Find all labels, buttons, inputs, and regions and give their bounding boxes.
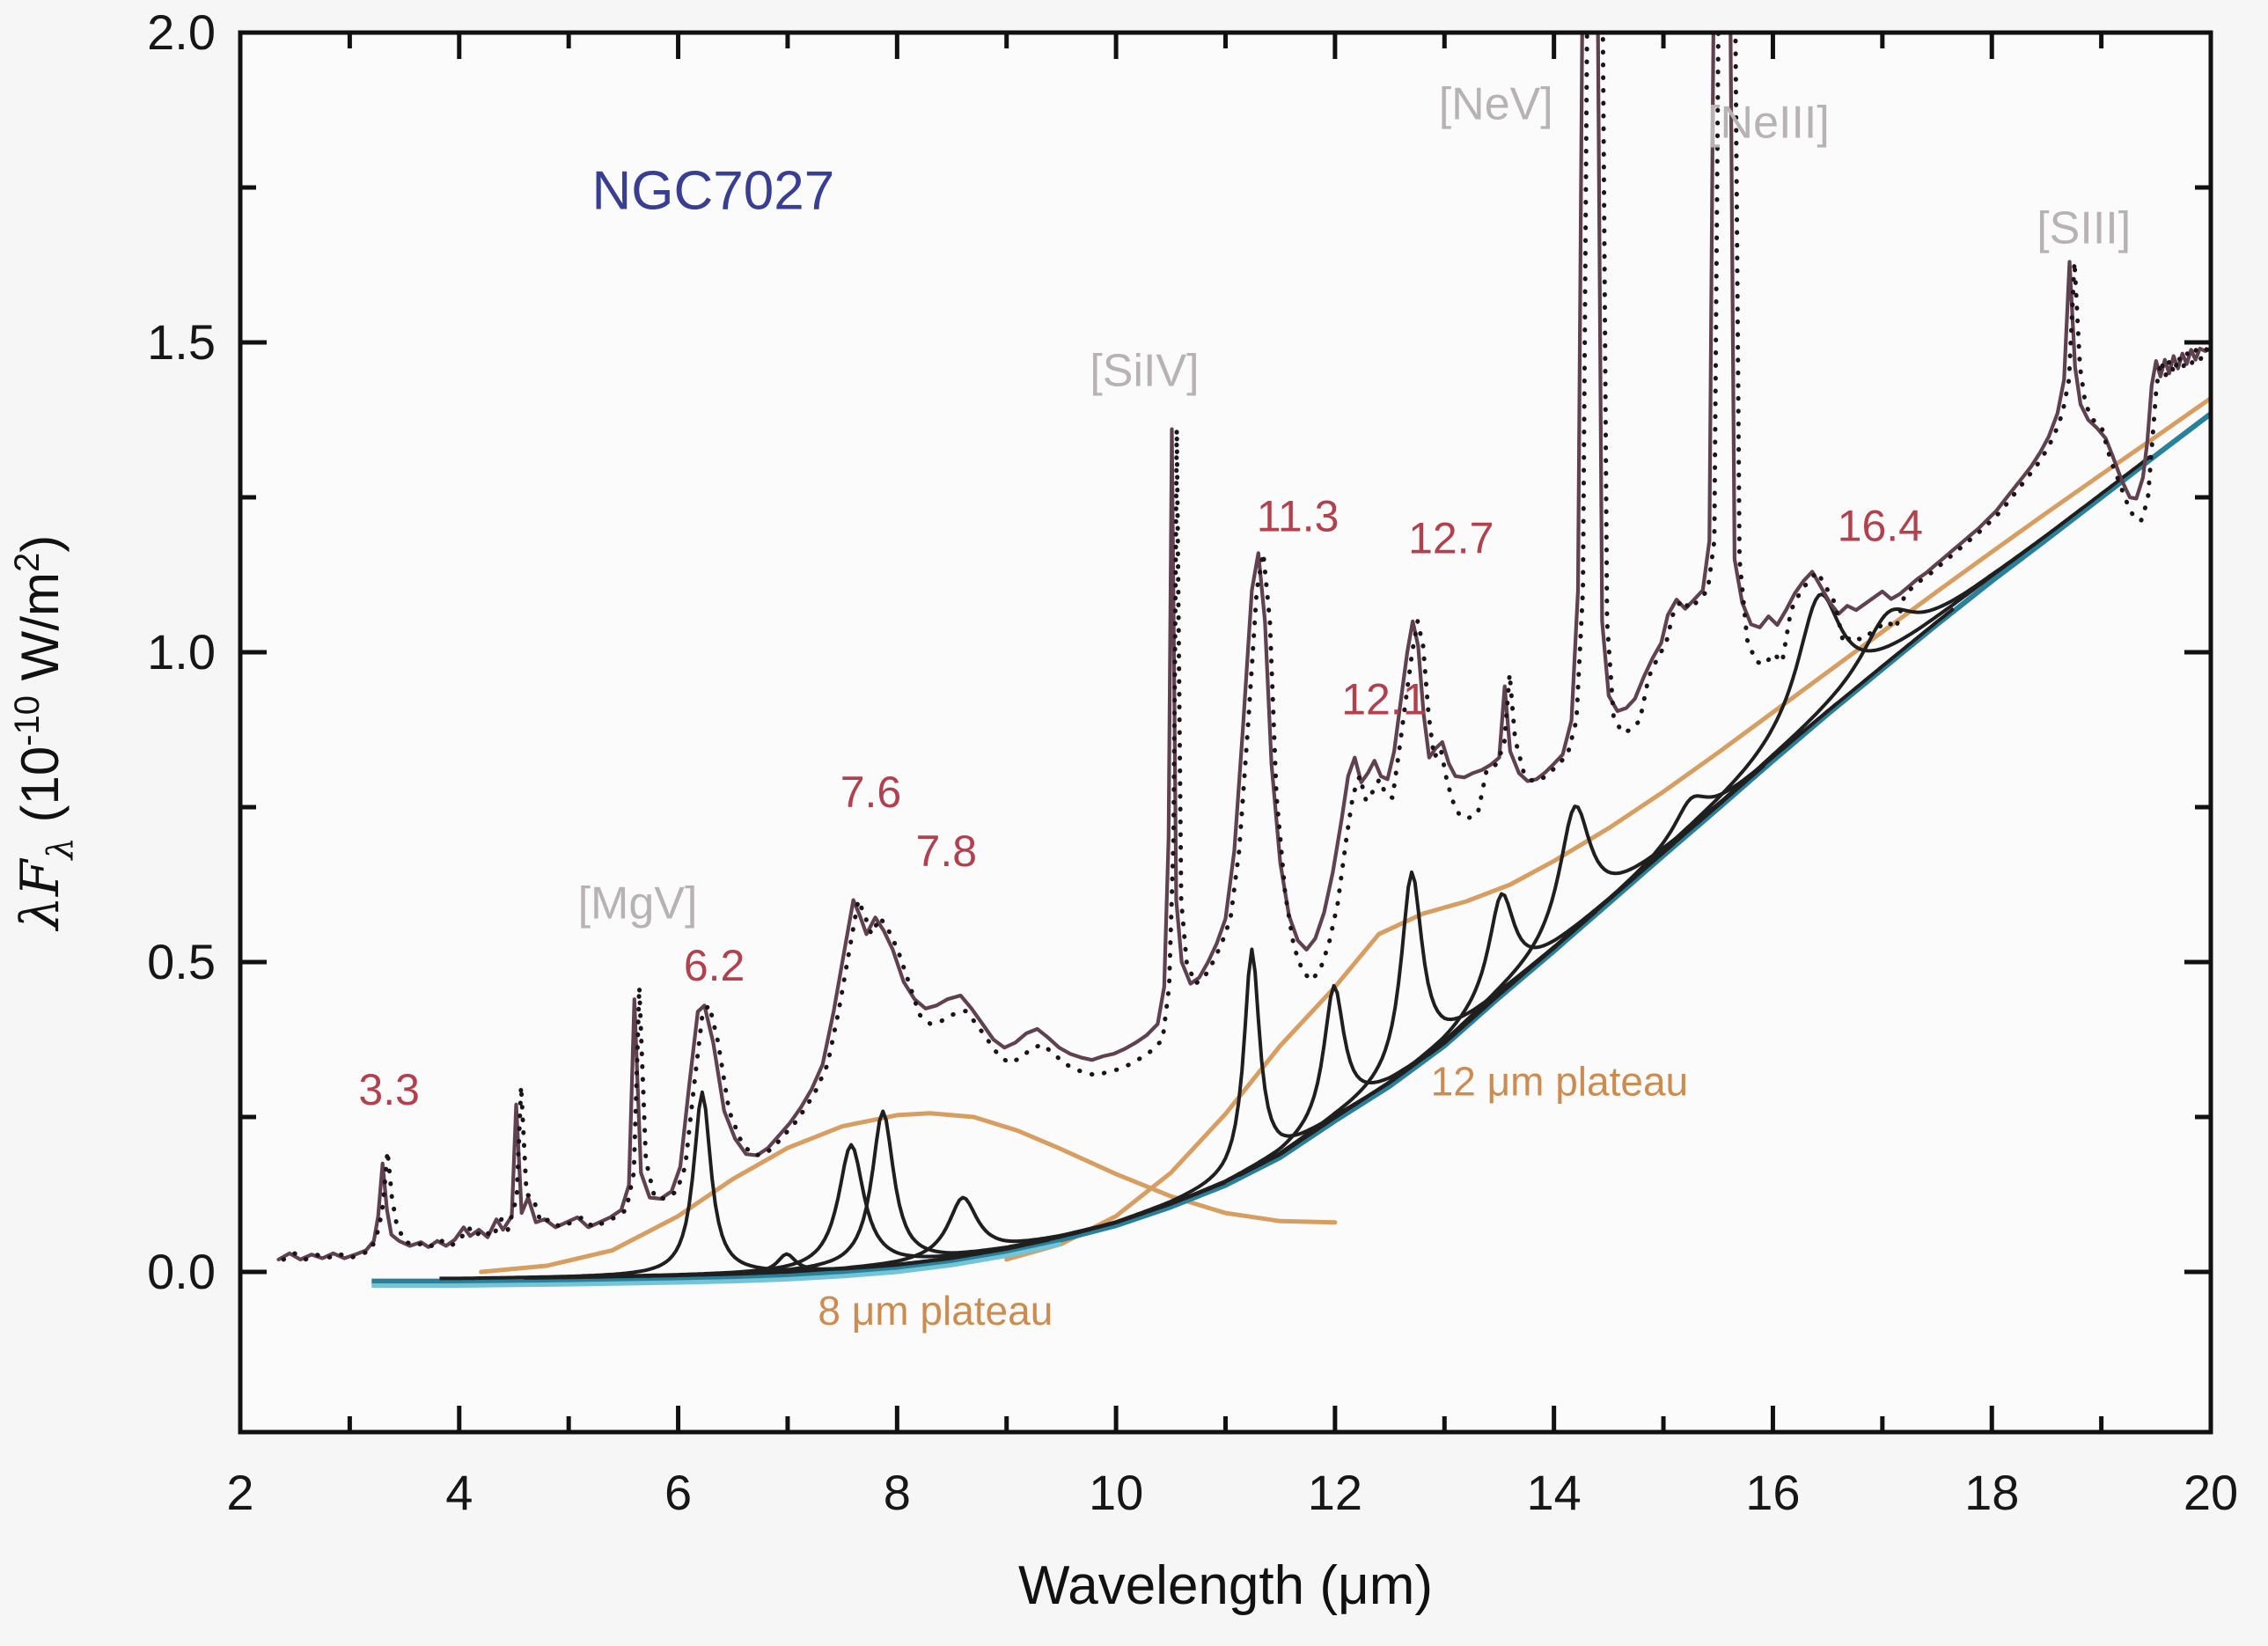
plot-background [240,33,2211,1432]
pah-feature-label-16.4: 16.4 [1838,501,1923,550]
x-tick-label-8: 8 [884,1465,911,1520]
plateau-label-8um: 8 μm plateau [818,1288,1053,1334]
continuum-curve [371,411,2209,1284]
continuum-flat-highlight [371,1241,1062,1288]
dust-feature-17.05 [1624,454,2152,887]
line-id-label-siiv: [SiIV] [1090,345,1199,396]
x-tick-label-4: 4 [445,1465,473,1520]
annotations-layer: [MgV] [SiIV] [NeV] [NeIII] [SIII] 3.3 6.2 7.6 7.… [358,79,2131,1334]
y-tick-label-0.5: 0.5 [147,934,216,989]
x-tick-label-20: 20 [2184,1465,2238,1520]
pah-feature-label-6.2: 6.2 [684,941,745,990]
tick-labels: 2 4 6 8 10 12 14 16 18 20 0.0 0.5 1.0 1.5 2.0 [147,4,2238,1520]
y-tick-label-2: 2.0 [147,4,216,60]
y-tick-label-1.5: 1.5 [147,314,216,370]
line-id-label-neiii: [NeIII] [1707,98,1830,149]
chart-title: NGC7027 [592,161,835,222]
y-axis-title: λFλ​ (10-10​ W/m2​) [8,535,81,931]
x-tick-label-16: 16 [1745,1465,1800,1520]
x-tick-label-2: 2 [226,1465,253,1520]
pah-feature-label-12.7: 12.7 [1408,513,1494,562]
x-tick-label-18: 18 [1964,1465,2019,1520]
x-axis-title: Wavelength (μm) [1018,1555,1433,1616]
axes-frame [238,30,2213,1435]
pah-feature-label-7.6: 7.6 [840,768,902,817]
x-tick-label-14: 14 [1527,1465,1582,1520]
plateau-12um-curve [1004,396,2209,1262]
line-id-label-mgv: [MgV] [578,878,698,930]
pah-feature-label-12.1: 12.1 [1341,674,1427,724]
model-fit-dotted-curve [281,34,2209,1262]
pah-feature-label-3.3: 3.3 [358,1065,420,1114]
x-tick-label-12: 12 [1308,1465,1362,1520]
line-id-label-siii: [SIII] [2037,202,2131,254]
x-tick-label-10: 10 [1089,1465,1143,1520]
pah-feature-label-11.3: 11.3 [1257,492,1340,541]
dust-feature-15.25 [1427,606,1955,1057]
curves-layer [276,34,2209,1288]
x-tick-label-6: 6 [664,1465,692,1520]
y-tick-label-0: 0.0 [147,1244,216,1299]
pah-feature-label-7.8: 7.8 [916,827,978,876]
line-id-label-nev: [NeV] [1439,79,1553,130]
y-tick-label-1: 1.0 [147,624,216,680]
plateau-label-12um: 12 μm plateau [1431,1058,1688,1104]
observed-spectrum-curve [276,34,2209,1261]
